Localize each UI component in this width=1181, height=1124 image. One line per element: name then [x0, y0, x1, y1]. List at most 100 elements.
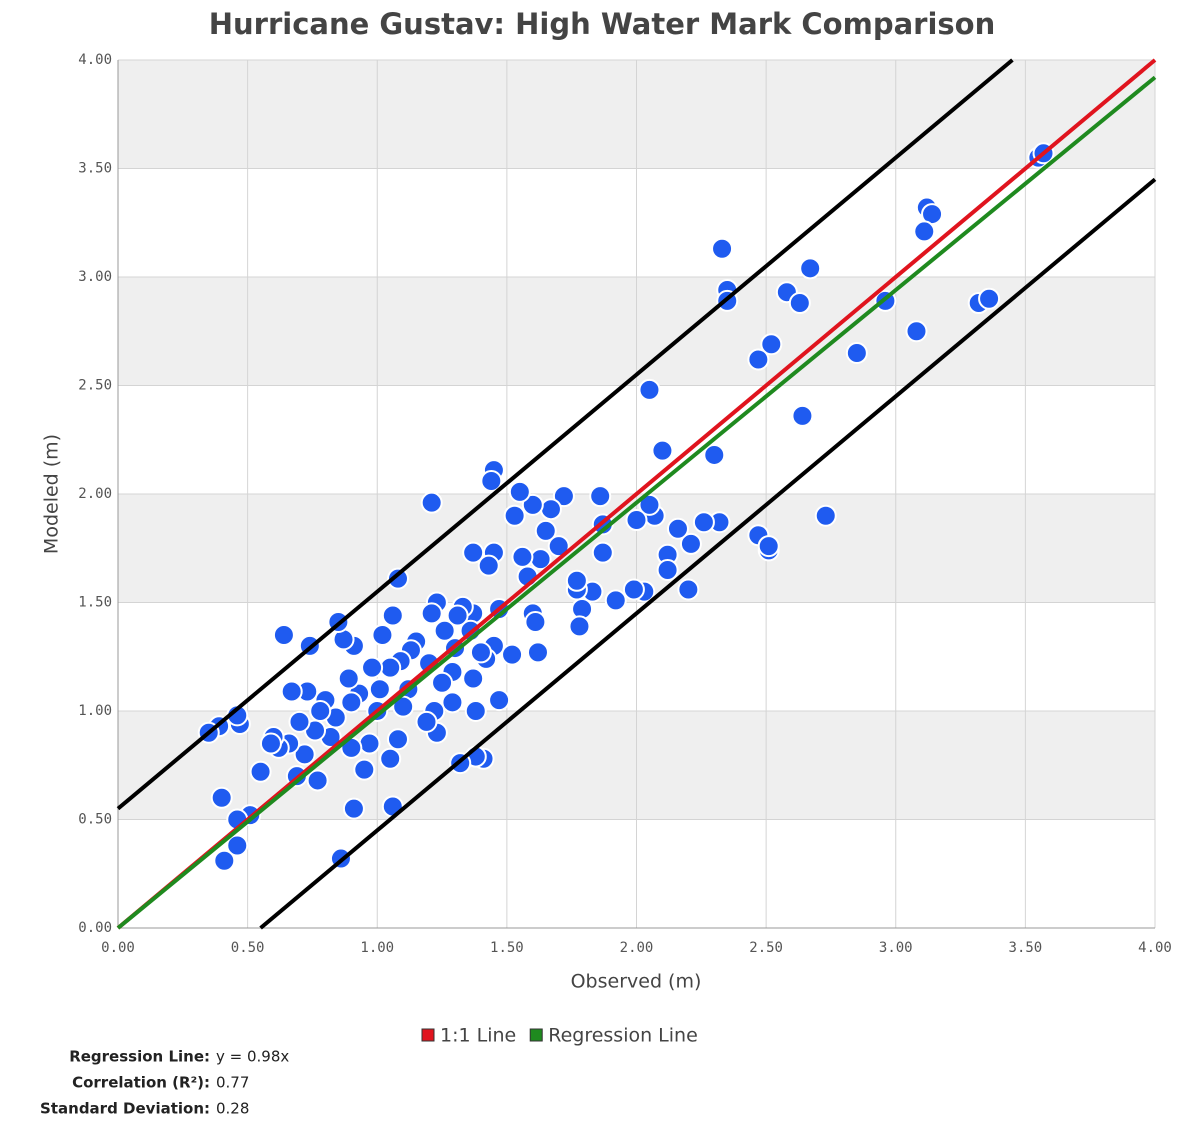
- data-point: [433, 619, 456, 642]
- data-point: [431, 671, 454, 694]
- data-point: [703, 443, 726, 466]
- y-tick-label: 2.00: [78, 486, 112, 502]
- y-tick-label: 4.00: [78, 52, 112, 68]
- data-point: [651, 439, 674, 462]
- legend-label: 1:1 Line: [440, 1025, 516, 1047]
- data-point: [526, 641, 549, 664]
- data-point: [462, 541, 485, 564]
- data-point: [415, 710, 438, 733]
- data-point: [371, 624, 394, 647]
- data-point: [747, 348, 770, 371]
- chart-title: Hurricane Gustav: High Water Mark Compar…: [209, 7, 995, 41]
- data-point: [845, 341, 868, 364]
- data-point: [226, 834, 249, 857]
- data-point: [480, 469, 503, 492]
- data-point: [353, 758, 376, 781]
- data-point: [358, 732, 381, 755]
- stat-value: 0.28: [216, 1100, 249, 1118]
- y-axis-label: Modeled (m): [41, 434, 63, 554]
- data-point: [534, 519, 557, 542]
- x-tick-label: 2.00: [620, 940, 654, 956]
- data-point: [259, 732, 282, 755]
- data-point: [791, 404, 814, 427]
- x-tick-label: 1.50: [490, 940, 524, 956]
- data-point: [441, 691, 464, 714]
- data-point: [679, 532, 702, 555]
- x-tick-label: 4.00: [1138, 940, 1172, 956]
- data-point: [462, 667, 485, 690]
- data-point: [524, 611, 547, 634]
- y-tick-label: 1.00: [78, 703, 112, 719]
- data-point: [469, 641, 492, 664]
- data-point: [381, 604, 404, 627]
- data-point: [757, 535, 780, 558]
- data-point: [272, 624, 295, 647]
- data-point: [210, 786, 233, 809]
- data-point: [638, 378, 661, 401]
- data-point: [501, 643, 524, 666]
- legend-swatch: [421, 1028, 435, 1042]
- data-point: [978, 287, 1001, 310]
- legend-swatch: [529, 1028, 543, 1042]
- stat-value: 0.77: [216, 1074, 249, 1092]
- data-point: [799, 257, 822, 280]
- data-point: [913, 220, 936, 243]
- data-point: [591, 541, 614, 564]
- data-point: [309, 700, 332, 722]
- data-point: [677, 578, 700, 601]
- data-point: [788, 292, 811, 315]
- plot-area: [197, 142, 1055, 872]
- data-point: [293, 743, 316, 766]
- data-point: [420, 491, 443, 514]
- data-point: [379, 747, 402, 770]
- data-point: [604, 589, 627, 612]
- y-tick-label: 3.00: [78, 269, 112, 285]
- data-point: [477, 554, 500, 577]
- data-point: [288, 710, 311, 733]
- data-point: [565, 569, 588, 592]
- y-tick-label: 2.50: [78, 378, 112, 394]
- data-point: [337, 667, 360, 690]
- data-point: [249, 760, 272, 783]
- data-point: [638, 493, 661, 516]
- data-point: [280, 680, 303, 703]
- x-tick-label: 0.50: [231, 940, 265, 956]
- data-point: [547, 535, 570, 558]
- stat-label: Standard Deviation:: [40, 1100, 210, 1118]
- data-point: [552, 485, 575, 508]
- data-point: [666, 517, 689, 540]
- x-tick-label: 1.00: [360, 940, 394, 956]
- line: [116, 58, 1157, 930]
- x-tick-label: 3.00: [879, 940, 913, 956]
- data-point: [711, 237, 734, 260]
- data-point: [446, 604, 469, 627]
- line: [116, 75, 1157, 930]
- line: [116, 58, 1014, 811]
- y-tick-label: 0.50: [78, 812, 112, 828]
- data-point: [760, 333, 783, 356]
- line: [259, 177, 1157, 930]
- data-point: [814, 504, 837, 527]
- data-point: [625, 509, 648, 532]
- data-point: [306, 769, 329, 792]
- data-point: [692, 511, 715, 534]
- data-point: [589, 485, 612, 508]
- data-point: [340, 691, 363, 714]
- legend-label: Regression Line: [548, 1025, 698, 1047]
- data-point: [213, 849, 236, 872]
- data-point: [905, 320, 928, 343]
- data-point: [539, 498, 562, 521]
- data-point: [622, 578, 645, 601]
- data-point: [521, 493, 544, 516]
- data-point: [386, 728, 409, 751]
- x-tick-label: 3.50: [1009, 940, 1043, 956]
- data-point: [508, 480, 531, 503]
- data-point: [511, 545, 534, 568]
- stat-value: y = 0.98x: [216, 1048, 289, 1066]
- stat-label: Correlation (R²):: [72, 1074, 210, 1092]
- data-point: [368, 678, 391, 701]
- data-point: [568, 615, 591, 638]
- x-axis-label: Observed (m): [571, 971, 702, 993]
- data-point: [656, 558, 679, 581]
